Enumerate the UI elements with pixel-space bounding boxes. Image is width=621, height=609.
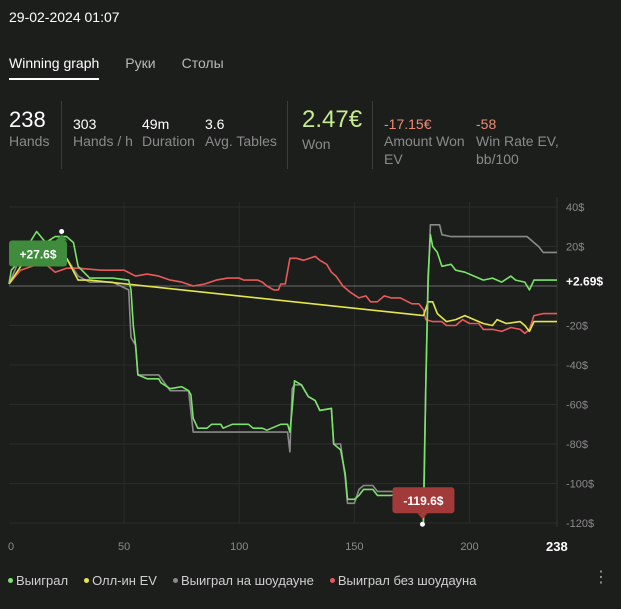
legend-item-non-showdown[interactable]: Выиграл без шоудауна: [329, 573, 477, 588]
tab-tables[interactable]: Столы: [181, 55, 224, 71]
legend: Выиграл Олл-ин EV Выиграл на шоудауне Вы…: [8, 573, 476, 588]
stat-duration-value: 49m: [142, 116, 170, 132]
series-line-won: [8, 230, 557, 523]
y-tick-label: -120$: [566, 518, 594, 530]
min-annotation-label: -119.6$: [403, 494, 443, 508]
max-marker: [59, 228, 65, 234]
tab-winning-graph[interactable]: Winning graph: [9, 55, 100, 80]
max-annotation-pointer: [55, 234, 68, 241]
stat-won-label: Won: [302, 136, 331, 152]
y-tick-label: -100$: [566, 479, 594, 491]
end-value-label: +2.69$: [566, 275, 603, 289]
divider: [287, 101, 288, 169]
min-annotation-badge: [392, 487, 455, 514]
winning-graph-chart[interactable]: 40$ 20$ -20$ -40$ -60$ -80$ -100$ -120$ 0 50 100 15…: [0, 0, 621, 560]
x-tick-label: 50: [118, 541, 130, 553]
timestamp: 29-02-2024 01:07: [9, 9, 120, 25]
legend-dot: [84, 578, 90, 583]
stat-won: 2.47€ Won: [302, 108, 362, 153]
divider: [61, 101, 62, 169]
series-line-non_showdown: [8, 255, 557, 335]
y-tick-label: 40$: [566, 202, 584, 214]
legend-label: Олл-ин EV: [92, 573, 157, 588]
stat-amount-won-ev-label-1: Amount Won: [384, 133, 465, 149]
y-tick-label: -60$: [566, 400, 588, 412]
series-line-allin_ev: [8, 249, 557, 333]
legend-item-showdown[interactable]: Выиграл на шоудауне: [172, 573, 314, 588]
stat-won-value: 2.47€: [302, 106, 363, 133]
y-tick-label: -40$: [566, 360, 588, 372]
legend-label: Выиграл на шоудауне: [180, 573, 314, 588]
x-tick-label: 200: [460, 541, 478, 553]
tab-bar: Winning graph Руки Столы: [9, 55, 224, 80]
stat-hands-label: Hands: [9, 133, 50, 149]
legend-label: Выиграл: [16, 573, 69, 588]
stat-hands-per-hour-value: 303: [73, 116, 97, 132]
y-tick-label: -80$: [566, 439, 588, 451]
x-tick-label: 0: [8, 541, 14, 553]
legend-item-won[interactable]: Выиграл: [8, 573, 68, 588]
stat-hands-value: 238: [9, 107, 46, 132]
more-vertical-icon[interactable]: ⋮: [593, 569, 609, 586]
stat-amount-won-ev: -17.15€ Amount Won EV: [384, 108, 465, 168]
y-tick-label: -20$: [566, 321, 588, 333]
tab-hands[interactable]: Руки: [125, 55, 156, 71]
stat-amount-won-ev-value: -17.15€: [384, 116, 432, 132]
legend-dot: [329, 578, 335, 583]
legend-dot: [8, 578, 13, 583]
y-tick-label: 20$: [566, 242, 584, 254]
legend-item-allin-ev[interactable]: Олл-ин EV: [84, 573, 157, 588]
stat-win-rate-ev-label-2: bb/100: [476, 151, 519, 167]
x-tick-label: 150: [345, 541, 363, 553]
legend-dot: [172, 578, 178, 583]
divider: [372, 101, 373, 169]
x-tick-label: 100: [230, 541, 248, 553]
stat-win-rate-ev-value: -58: [476, 116, 497, 132]
stat-duration-label: Duration: [142, 133, 195, 149]
min-marker: [419, 521, 425, 527]
stat-win-rate-ev-label-1: Win Rate EV,: [476, 133, 559, 149]
stat-avg-tables-value: 3.6: [205, 116, 225, 132]
stat-amount-won-ev-label-2: EV: [384, 151, 403, 167]
series-line-showdown: [8, 224, 557, 505]
min-annotation-pointer: [417, 513, 428, 520]
max-annotation-badge: [9, 240, 67, 267]
stat-avg-tables-label: Avg. Tables: [205, 133, 277, 149]
stat-avg-tables: 3.6 Avg. Tables: [205, 108, 277, 150]
max-annotation-label: +27.6$: [19, 247, 56, 261]
x-end-label: 238: [546, 539, 568, 554]
stat-hands-per-hour: 303 Hands / h: [73, 108, 133, 150]
stat-hands: 238 Hands: [9, 108, 49, 150]
stat-win-rate-ev: -58 Win Rate EV, bb/100: [476, 108, 559, 168]
legend-label: Выиграл без шоудауна: [337, 573, 477, 588]
stat-duration: 49m Duration: [142, 108, 195, 150]
stat-hands-per-hour-label: Hands / h: [73, 133, 133, 149]
